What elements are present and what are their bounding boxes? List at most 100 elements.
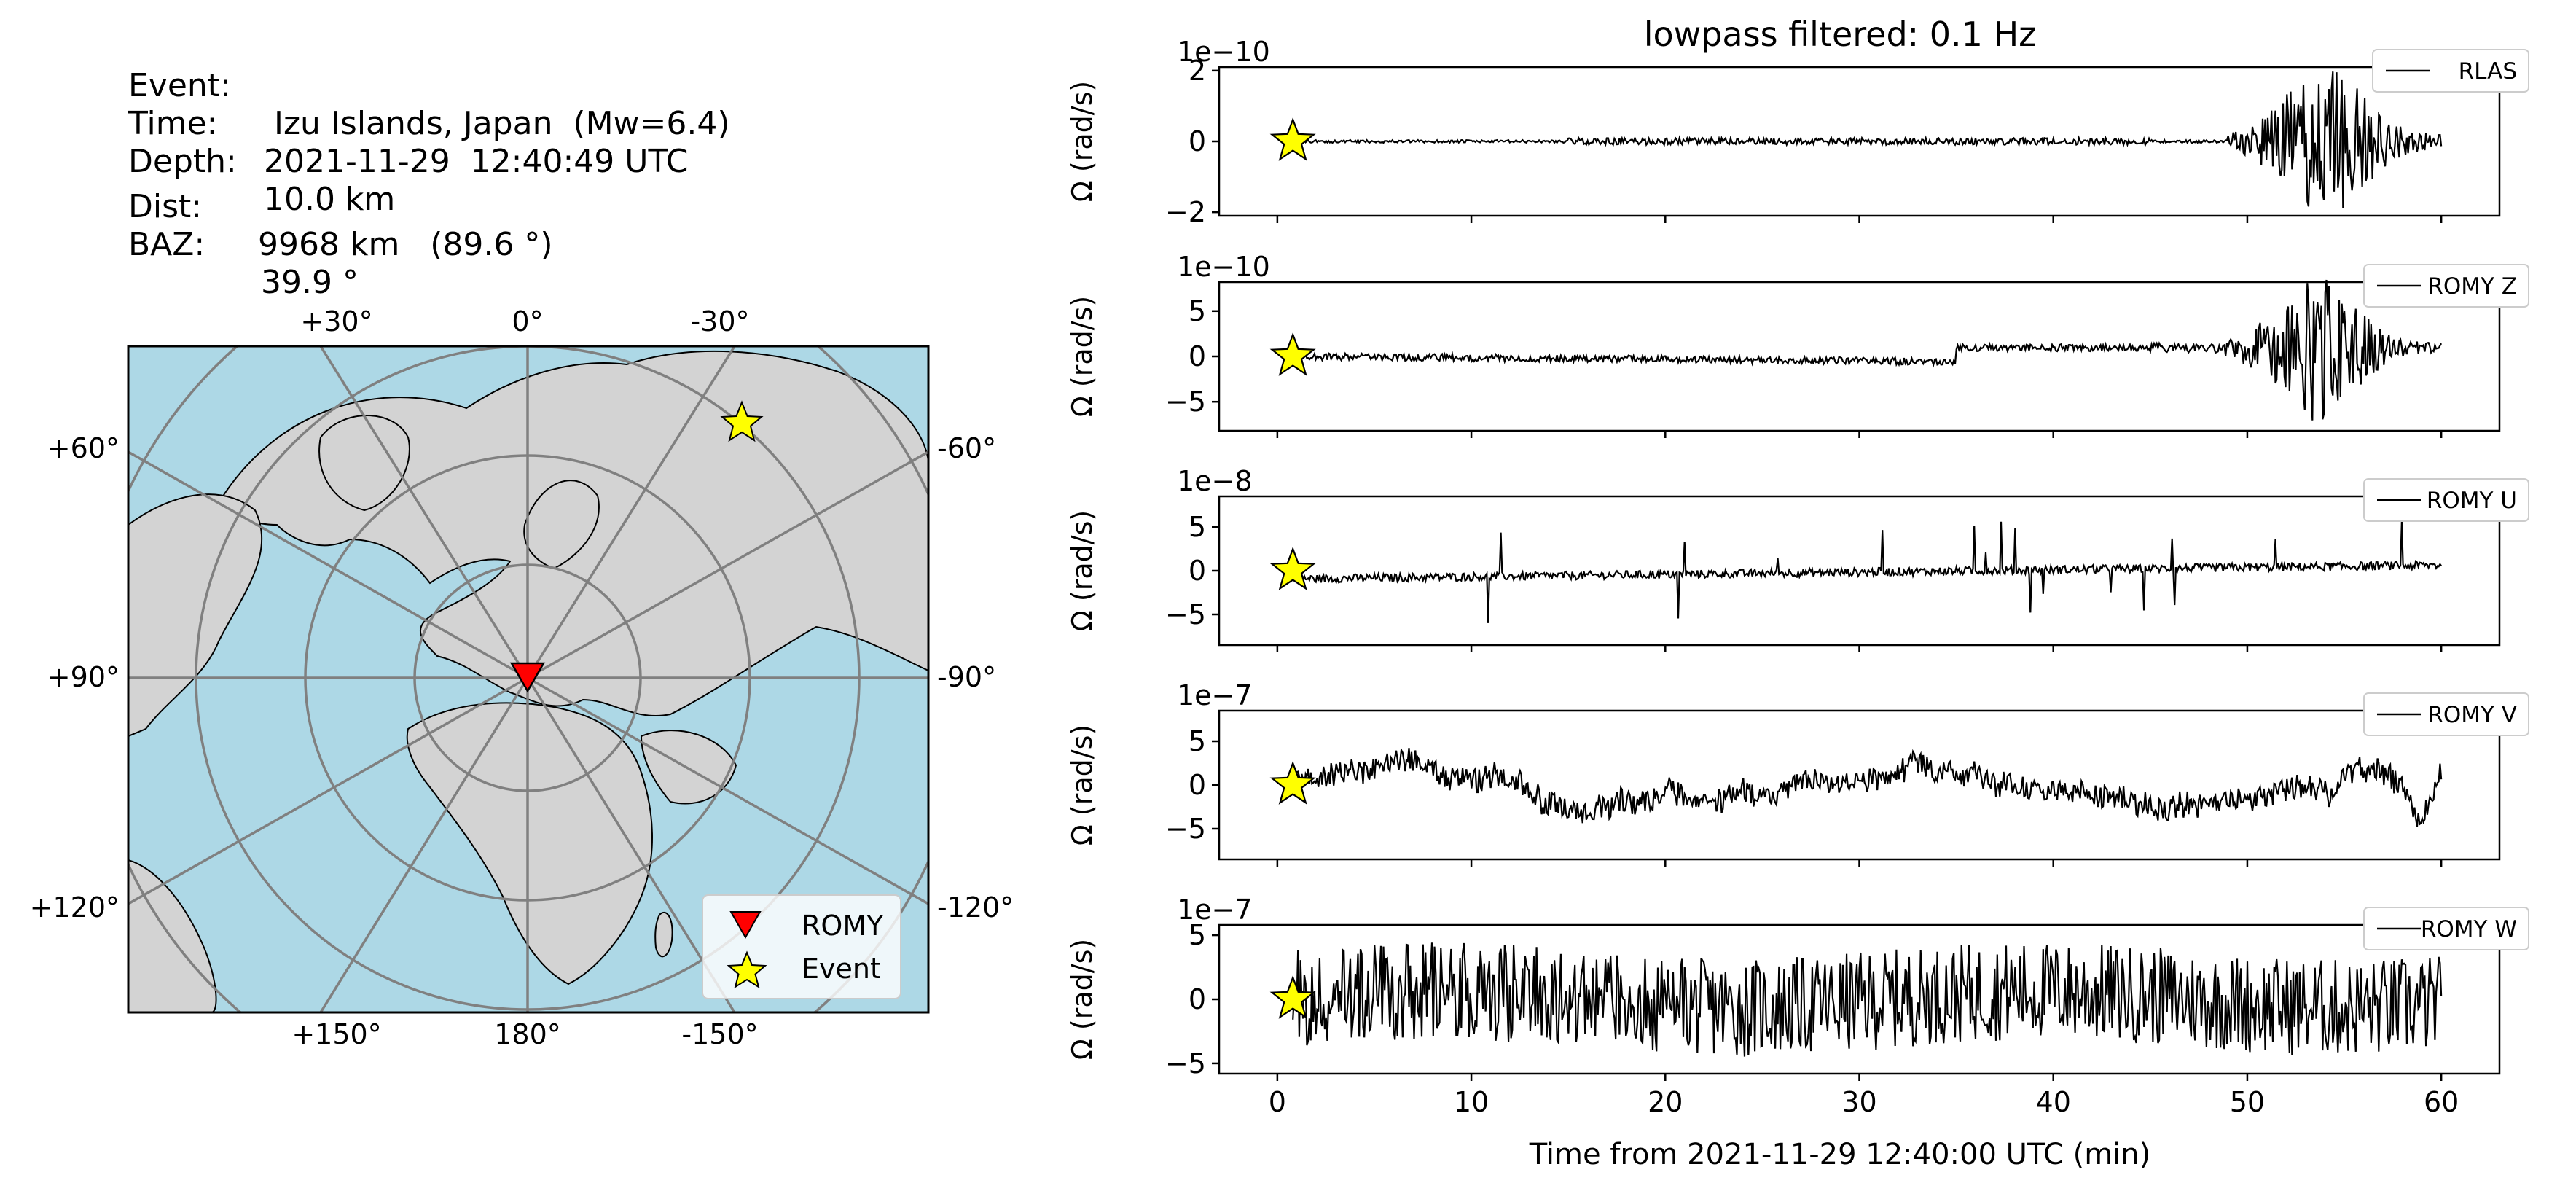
legend-event-label: Event (802, 953, 881, 985)
y-tick-label: 0 (1189, 125, 1206, 157)
y-tick-label: 0 (1189, 983, 1206, 1015)
map-label-bottom-1: +150° (291, 1018, 381, 1050)
baz-value: 39.9 ° (261, 264, 359, 301)
map-label-top-2: 0° (512, 305, 543, 337)
y-tick-label: −5 (1165, 386, 1206, 418)
waveform-panel-rlas: −2 0 21e−10 Ω (rad/s) RLAS (1066, 36, 2529, 228)
y-offset-text: 1e−7 (1177, 679, 1253, 711)
waveform-trace (1292, 747, 2443, 828)
y-offset-text: 1e−7 (1177, 894, 1253, 926)
map-label-right-3: -120° (937, 891, 1014, 923)
y-tick-label: −5 (1165, 1047, 1206, 1079)
distance-value: 9968 km (89.6 °) (258, 226, 553, 263)
series-legend: ROMY W (2363, 907, 2529, 950)
x-tick-label: 50 (2230, 1086, 2265, 1118)
y-tick-label: −5 (1165, 598, 1206, 630)
y-tick-label: 5 (1189, 725, 1206, 757)
y-axis-label: Ω (rad/s) (1066, 939, 1098, 1060)
y-tick-label: 5 (1189, 295, 1206, 327)
map-right-labels: -60° -90° -120° (937, 432, 1014, 923)
panel-frame (1218, 495, 2501, 647)
series-legend-label: ROMY V (2427, 702, 2517, 728)
y-tick-label: 0 (1189, 555, 1206, 587)
series-legend-label: ROMY W (2421, 916, 2517, 942)
x-tick-label: 30 (1841, 1086, 1876, 1118)
waveform-panel-romy-u: −5 0 5 1e−8 Ω (rad/s) ROMY U (1066, 465, 2529, 652)
waveform-panel-romy-v: −5 0 5 1e−7 Ω (rad/s) ROMY V (1066, 679, 2529, 867)
event-time-star (1269, 332, 1316, 376)
waveform-trace (1292, 71, 2443, 208)
y-tick-label: 0 (1189, 340, 1206, 372)
series-legend: RLAS (2372, 49, 2529, 93)
waveform-panel-romy-z: −5 0 5 1e−10 Ω (rad/s) ROMY Z (1066, 251, 2529, 438)
y-offset-text: 1e−8 (1177, 465, 1253, 497)
x-tick-label: 10 (1454, 1086, 1489, 1118)
panel-frame (1218, 709, 2501, 861)
y-tick-label: 2 (1189, 55, 1206, 87)
x-tick-label: 40 (2036, 1086, 2071, 1118)
distance-label: Dist: (128, 188, 203, 225)
map-left-labels: +60° +90° +120° (30, 432, 120, 923)
legend-event-marker (727, 950, 767, 989)
series-legend: ROMY Z (2363, 264, 2529, 308)
legend-romy-marker (729, 911, 762, 940)
depth-label: Depth: (128, 143, 237, 180)
baz-label: BAZ: (128, 226, 205, 263)
map-label-bottom-2: 180° (494, 1018, 561, 1050)
series-legend-box (2363, 264, 2529, 308)
series-legend-label: ROMY U (2427, 488, 2517, 514)
map-label-bottom-3: -150° (681, 1018, 758, 1050)
baz-row: BAZ: 39.9 ° (128, 188, 359, 301)
map-label-right-1: -60° (937, 432, 996, 464)
depth-value: 10.0 km (264, 181, 396, 218)
series-legend: ROMY V (2363, 692, 2529, 736)
series-legend-box (2363, 692, 2529, 736)
y-axis-label: Ω (rad/s) (1066, 510, 1098, 631)
event-marker (720, 400, 764, 442)
map-label-left-3: +120° (30, 891, 120, 923)
y-tick-label: 5 (1189, 919, 1206, 951)
series-legend-box (2363, 478, 2529, 522)
time-label: Time: (128, 105, 218, 142)
event-value: Izu Islands, Japan (Mw=6.4) (264, 105, 730, 142)
map-label-left-2: +90° (47, 661, 120, 693)
series-legend-label: ROMY Z (2427, 273, 2517, 300)
x-tick-label: 20 (1648, 1086, 1683, 1118)
y-offset-text: 1e−10 (1177, 251, 1270, 283)
distance-row: Dist: 9968 km (89.6 °) (128, 150, 553, 263)
map-graticule-labels: +30° 0° -30° +150° 180° -150° (291, 305, 758, 1050)
event-label: Event: (128, 67, 231, 104)
time-value: 2021-11-29 12:40:49 UTC (264, 143, 689, 180)
chart-title: lowpass filtered: 0.1 Hz (1644, 15, 2037, 54)
series-legend-box (2363, 907, 2529, 950)
event-info-block: Event: Izu Islands, Japan (Mw=6.4) Time:… (128, 29, 730, 301)
y-tick-label: 0 (1189, 769, 1206, 801)
series-legend: ROMY U (2363, 478, 2529, 522)
station-map: +30° 0° -30° +150° 180° -150° +60° +90° … (30, 305, 1014, 1050)
time-row: Time: 2021-11-29 12:40:49 UTC (128, 67, 689, 180)
map-label-left-1: +60° (47, 432, 120, 464)
y-axis-label: Ω (rad/s) (1066, 296, 1098, 417)
event-row: Event: Izu Islands, Japan (Mw=6.4) (128, 29, 730, 142)
x-tick-label: 60 (2424, 1086, 2459, 1118)
y-axis-label: Ω (rad/s) (1066, 725, 1098, 846)
y-offset-text: 1e−10 (1177, 36, 1270, 68)
map-legend: ROMY Event (702, 894, 901, 999)
waveform-trace (1292, 942, 2443, 1057)
event-time-star (1269, 760, 1316, 805)
y-tick-label: −5 (1165, 813, 1206, 845)
y-tick-label: −2 (1165, 196, 1206, 228)
waveform-trace (1293, 279, 2443, 421)
romy-station-marker (509, 662, 546, 693)
map-graticule (128, 346, 928, 1012)
y-axis-label: Ω (rad/s) (1066, 81, 1098, 202)
event-time-star (1269, 117, 1316, 161)
x-tick-label: 0 (1269, 1086, 1286, 1118)
map-label-top-1: +30° (300, 305, 372, 337)
event-time-star (1269, 975, 1316, 1019)
map-label-right-2: -90° (937, 661, 996, 693)
y-tick-label: 5 (1189, 511, 1206, 543)
depth-row: Depth: 10.0 km (128, 105, 395, 218)
